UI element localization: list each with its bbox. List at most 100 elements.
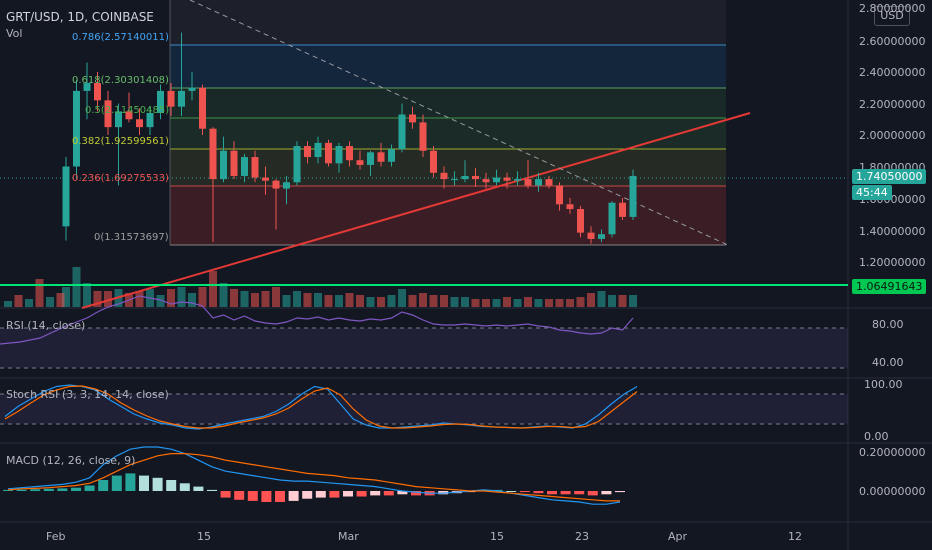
volume-bar <box>261 291 270 307</box>
volume-bar <box>482 299 490 307</box>
price-tick: 2.00000000 <box>859 129 926 142</box>
macd-histogram-bar <box>356 491 367 497</box>
rsi-band <box>0 328 848 368</box>
rsi-tick: 80.00 <box>872 318 904 331</box>
candle-body <box>157 90 164 113</box>
volume-bar <box>56 293 65 307</box>
macd-histogram-bar <box>370 491 381 496</box>
volume-bar <box>513 299 522 307</box>
macd-histogram-bar <box>43 488 54 491</box>
countdown-badge: 45:44 <box>852 185 892 200</box>
candle-body <box>262 177 269 181</box>
price-tick: 1.40000000 <box>859 225 926 238</box>
candle-body <box>629 175 637 217</box>
price-tick: 2.60000000 <box>859 35 926 48</box>
macd-histogram-bar <box>111 475 122 491</box>
fib-level-label: 0.5(2.11450485) <box>85 105 170 116</box>
candle-body <box>440 172 448 180</box>
macd-histogram-bar <box>193 486 204 491</box>
candle-body <box>577 209 584 233</box>
candle-body <box>514 179 521 181</box>
rsi-tick: 40.00 <box>872 356 904 369</box>
candle-body <box>178 90 185 107</box>
candle-body <box>220 150 227 180</box>
candle-body <box>73 90 80 167</box>
volume-bar <box>629 295 637 307</box>
time-tick: 12 <box>788 530 802 543</box>
volume-bar <box>524 297 532 307</box>
last-price-badge: 1.74050000 <box>852 169 927 184</box>
volume-bar <box>492 299 501 307</box>
volume-bar <box>324 295 333 307</box>
volume-bar <box>104 291 112 307</box>
fib-level-label: 0.786(2.57140011) <box>72 32 169 43</box>
price-tick: 1.20000000 <box>859 256 926 269</box>
volume-bar <box>25 299 33 307</box>
volume-bar <box>135 291 144 307</box>
volume-bar <box>440 295 448 307</box>
stoch-tick: 0.00 <box>864 430 889 443</box>
candle-body <box>556 185 563 205</box>
volume-bar <box>209 271 217 307</box>
volume-bar <box>461 297 469 307</box>
macd-histogram-bar <box>275 491 285 502</box>
macd-histogram-bar <box>560 491 571 495</box>
candle-body <box>136 119 143 128</box>
time-tick: Apr <box>668 530 688 543</box>
candle-body <box>482 179 490 183</box>
macd-tick: 0.20000000 <box>859 446 926 459</box>
volume-bar <box>72 267 81 307</box>
volume-bar <box>177 287 186 307</box>
candle-body <box>188 87 196 91</box>
volume-bar <box>555 299 564 307</box>
macd-histogram-bar <box>166 480 177 491</box>
macd-histogram-bar <box>587 491 598 496</box>
fib-level-label: 0.236(1.69275533) <box>72 173 169 184</box>
volume-bar <box>35 279 44 307</box>
stoch-d-line <box>4 385 638 429</box>
candle-body <box>587 232 595 239</box>
symbol-title: GRT/USD, 1D, COINBASE <box>6 10 154 24</box>
volume-bar <box>366 297 375 307</box>
macd-histogram-bar <box>179 483 190 491</box>
volume-bar <box>450 297 459 307</box>
candle-body <box>62 166 70 227</box>
macd-histogram-bar <box>3 489 13 491</box>
volume-bar <box>272 287 280 307</box>
volume-bar <box>303 293 312 307</box>
macd-histogram-bar <box>329 491 340 498</box>
candle-body <box>272 180 280 189</box>
candle-body <box>83 83 91 91</box>
volume-bar <box>398 289 406 307</box>
candle-body <box>346 146 353 161</box>
price-tick: 2.20000000 <box>859 98 926 111</box>
time-tick: Feb <box>46 530 66 543</box>
macd-histogram-bar <box>302 491 313 499</box>
volume-bar <box>314 293 322 307</box>
volume-bar <box>608 295 616 307</box>
time-tick: 15 <box>197 530 211 543</box>
currency-button[interactable]: USD <box>874 6 910 26</box>
volume-label: Vol <box>6 27 23 40</box>
candle-body <box>241 157 248 176</box>
macd-histogram-bar <box>220 491 231 498</box>
candle-body <box>104 100 112 128</box>
volume-bar <box>282 295 291 307</box>
candle-body <box>209 128 217 180</box>
macd-histogram-bar <box>315 491 326 498</box>
candle-body <box>283 182 290 189</box>
volume-bar <box>219 283 228 307</box>
candle-body <box>388 149 395 162</box>
macd-histogram-bar <box>547 491 557 495</box>
candle-body <box>524 179 532 186</box>
candle-body <box>335 146 343 164</box>
macd-histogram-bar <box>574 491 585 495</box>
volume-bar <box>46 297 54 307</box>
volume-bar <box>335 295 343 307</box>
fib-zone <box>170 0 726 45</box>
candle-body <box>377 152 385 162</box>
macd-histogram-bar <box>615 491 625 493</box>
volume-bar <box>4 301 12 307</box>
